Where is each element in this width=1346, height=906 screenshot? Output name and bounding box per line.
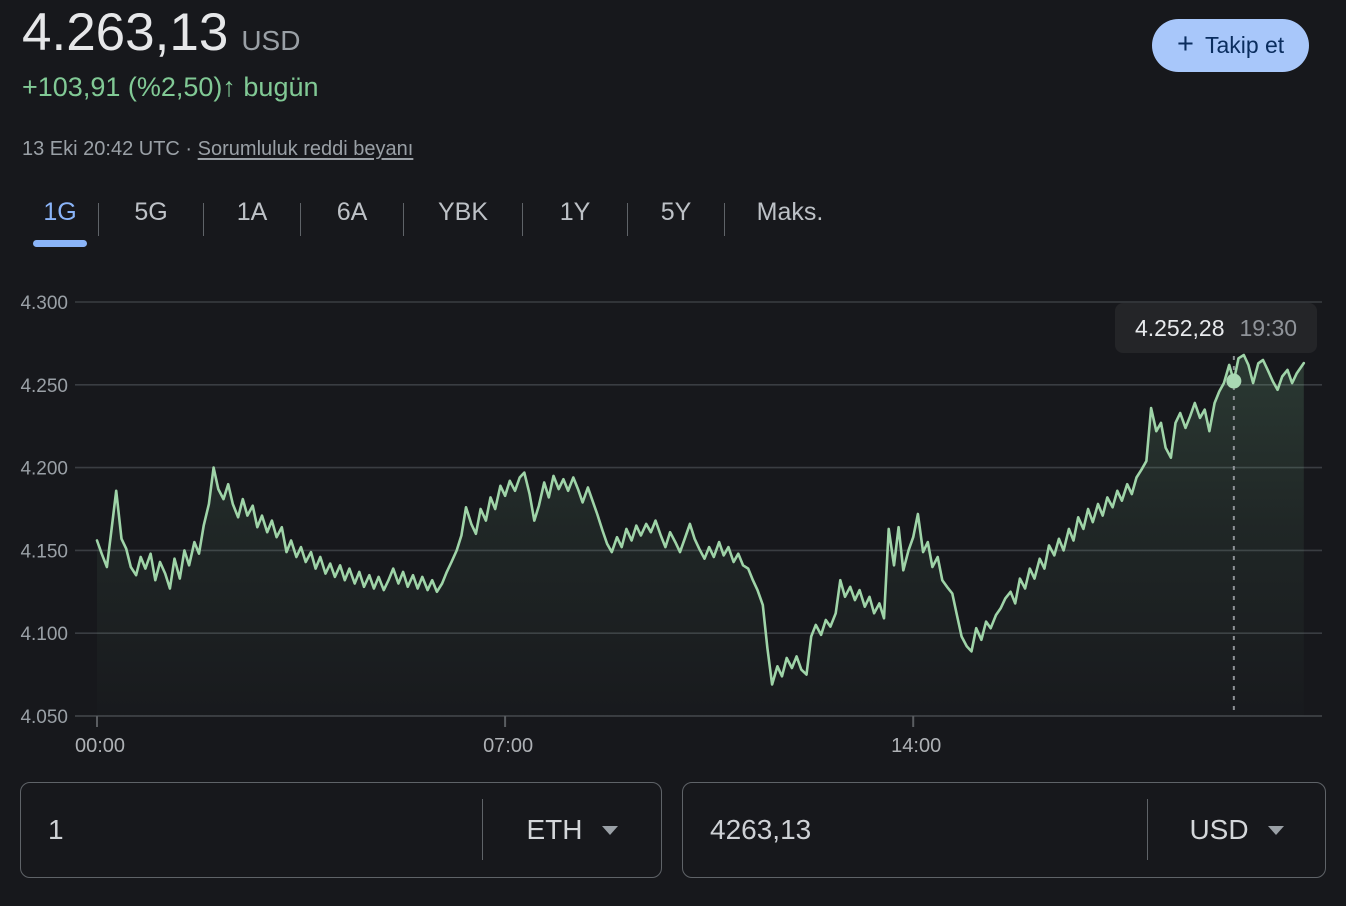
tab-separator [203, 203, 204, 236]
y-axis-label: 4.200 [20, 459, 68, 480]
tab-separator [300, 203, 301, 236]
price-line [95, 353, 1306, 686]
change-period: bugün [243, 72, 319, 102]
chart-tooltip: 4.252,28 19:30 [1115, 303, 1317, 353]
tab-separator [522, 203, 523, 236]
price-header: 4.263,13 USD [22, 2, 300, 63]
tab-ybk[interactable]: YBK [437, 198, 489, 226]
price-change: +103,91 (%2,50)↑ bugün [22, 72, 319, 103]
tab-maks[interactable]: Maks. [756, 198, 824, 226]
tooltip-price: 4.252,28 [1134, 314, 1225, 341]
tab-separator [403, 203, 404, 236]
tab-6a[interactable]: 6A [336, 198, 368, 226]
converter-from-amount-input[interactable] [48, 783, 400, 877]
price-currency-label: USD [241, 25, 301, 56]
currency-label: USD [1189, 814, 1249, 845]
tab-5g[interactable]: 5G [134, 198, 168, 226]
quote-timestamp: 13 Eki 20:42 UTC [22, 138, 180, 160]
current-price: 4.263,13 [22, 3, 229, 62]
converter-to-currency-select[interactable]: USD [1148, 783, 1325, 877]
y-axis-label: 4.100 [20, 624, 68, 645]
tab-1y[interactable]: 1Y [559, 198, 591, 226]
meta-separator: · [185, 138, 193, 160]
follow-button-label: Takip et [1204, 32, 1285, 58]
currency-label: ETH [526, 814, 583, 845]
converter-from-currency-select[interactable]: ETH [483, 783, 661, 877]
area-fill [97, 355, 1304, 716]
tab-5y[interactable]: 5Y [660, 198, 692, 226]
converter-divider [482, 799, 483, 860]
chevron-down-icon [1267, 825, 1284, 835]
x-axis-label: 07:00 [483, 735, 533, 757]
y-axis-label: 4.300 [20, 293, 68, 314]
crosshair-dot [1226, 373, 1242, 389]
chevron-down-icon [601, 825, 618, 835]
plus-icon: + [1177, 28, 1194, 60]
converter-to-box: USD [682, 782, 1326, 878]
x-axis-label: 14:00 [891, 735, 941, 757]
tooltip-time: 19:30 [1239, 314, 1298, 341]
follow-button[interactable]: + Takip et [1152, 19, 1310, 72]
tab-separator [98, 203, 99, 236]
change-value: +103,91 (%2,50) [22, 72, 223, 102]
y-axis-label: 4.250 [20, 376, 68, 397]
x-axis-label: 00:00 [75, 735, 125, 757]
disclaimer-link[interactable]: Sorumluluk reddi beyanı [197, 138, 414, 160]
converter-from-box: ETH [20, 782, 662, 878]
y-axis-label: 4.150 [20, 541, 68, 562]
tab-1a[interactable]: 1A [236, 198, 268, 226]
y-axis-label: 4.050 [20, 707, 68, 728]
converter-to-amount-input[interactable] [710, 783, 1064, 877]
tab-separator [724, 203, 725, 236]
quote-meta: 13 Eki 20:42 UTC · Sorumluluk reddi beya… [22, 138, 413, 161]
time-range-tabs: 1G 5G 1A 6A YBK 1Y 5Y Maks. [22, 195, 855, 247]
converter-divider [1147, 799, 1148, 860]
tab-1g[interactable]: 1G [22, 195, 98, 247]
arrow-up-icon: ↑ [222, 72, 236, 102]
tab-separator [627, 203, 628, 236]
